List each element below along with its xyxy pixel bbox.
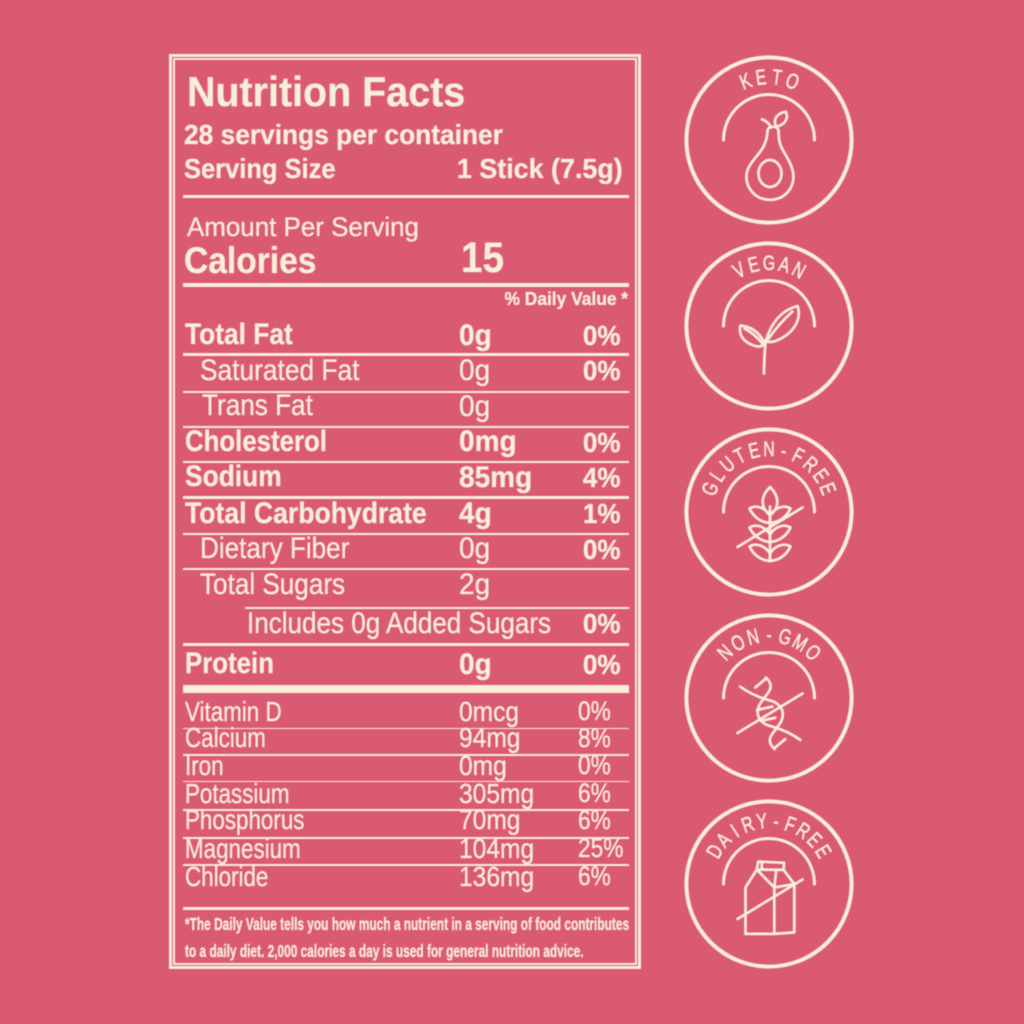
- svg-text:N: N: [763, 437, 774, 461]
- svg-text:G: G: [775, 624, 793, 650]
- svg-text:T: T: [770, 65, 783, 90]
- svg-text:R: R: [738, 812, 757, 838]
- svg-text:E: E: [745, 252, 761, 278]
- svg-text:-: -: [766, 623, 771, 647]
- svg-text:K: K: [736, 69, 755, 95]
- svg-text:E: E: [754, 65, 768, 90]
- svg-text:Y: Y: [755, 809, 769, 834]
- svg-text:-: -: [778, 439, 789, 463]
- svg-text:-: -: [772, 809, 780, 833]
- svg-text:N: N: [787, 257, 808, 283]
- svg-text:G: G: [762, 251, 774, 275]
- svg-text:E: E: [746, 438, 762, 464]
- svg-text:O: O: [781, 68, 801, 95]
